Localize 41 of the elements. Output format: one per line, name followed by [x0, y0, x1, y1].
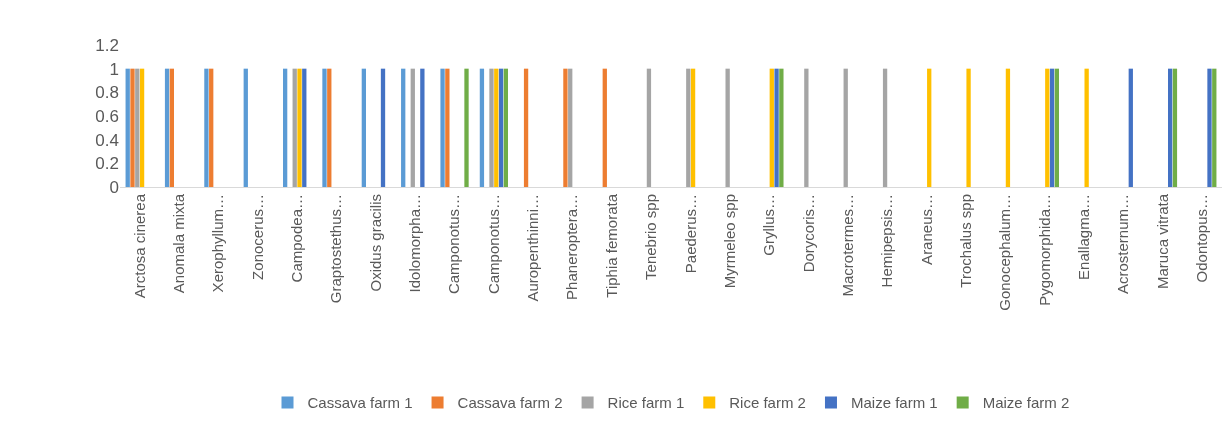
x-tick-label: Anomala mixta: [169, 193, 187, 294]
y-tick-label: 0: [109, 177, 119, 197]
x-tick-label: Hemipepsis…: [878, 194, 896, 288]
x-tick-label: Xerophyllum…: [209, 194, 227, 293]
x-tick-label: Idolomorpha…: [406, 194, 424, 293]
x-tick-label: Trochalus spp: [957, 194, 975, 288]
x-tick-label: Tiphia femorata: [602, 193, 620, 298]
x-tick-label: Oxidus gracilis: [366, 194, 384, 292]
x-tick-label: Macrotermes…: [838, 194, 856, 297]
legend-label: Rice farm 1: [607, 394, 685, 412]
x-tick-label: Auropenthinni…: [524, 194, 542, 302]
x-tick-label: Graptostethus…: [327, 194, 345, 304]
legend-label: Maize farm 2: [982, 394, 1070, 412]
x-tick-label: Arctosa cinerea: [130, 193, 148, 299]
x-tick-label: Phaneroptera…: [563, 194, 581, 300]
legend-label: Cassava farm 2: [457, 394, 563, 412]
x-tick-label: Campodea…: [287, 194, 305, 283]
x-tick-label: Acrosternum…: [1114, 194, 1132, 295]
y-tick-label: 0.6: [95, 106, 119, 126]
x-tick-label: Myrmeleo spp: [720, 194, 738, 289]
legend-label: Maize farm 1: [850, 394, 938, 412]
x-tick-label: Camponotus…: [484, 194, 502, 295]
x-tick-label: Odontopus…: [1193, 194, 1211, 283]
x-tick-label: Gonocephalum…: [996, 194, 1014, 311]
x-tick-label: Zonocerus…: [248, 194, 266, 280]
legend-label: Cassava farm 1: [307, 394, 413, 412]
x-tick-label: Paederus…: [681, 194, 699, 274]
x-tick-label: Pygomorphida…: [1035, 194, 1053, 306]
y-tick-label: 0.8: [95, 83, 119, 103]
y-tick-label: 0.2: [95, 154, 119, 174]
x-tick-label: Dorycoris…: [799, 194, 817, 273]
y-tick-label: 1.2: [95, 35, 119, 55]
x-tick-label: Camponotus…: [445, 194, 463, 295]
y-tick-label: 1: [109, 59, 119, 79]
x-tick-label: Maruca vitrata: [1153, 193, 1171, 290]
y-tick-label: 0.4: [95, 130, 119, 150]
x-tick-label: Gryllus…: [760, 194, 778, 256]
x-tick-label: Araneus…: [917, 194, 935, 265]
x-tick-label: Enallagma…: [1075, 194, 1093, 280]
legend-label: Rice farm 2: [729, 394, 806, 412]
x-tick-label: Tenebrio spp: [642, 194, 660, 280]
